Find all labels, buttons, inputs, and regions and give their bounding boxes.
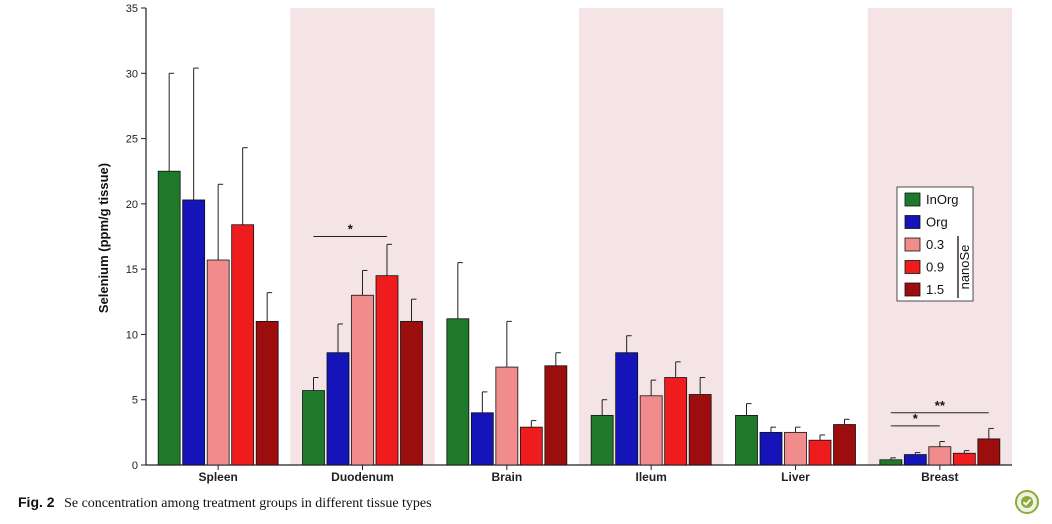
bar-duodenum-inorg <box>302 390 325 466</box>
category-bands <box>290 8 1012 465</box>
crossmark-icon[interactable] <box>1015 490 1039 514</box>
y-tick-label: 20 <box>126 199 138 211</box>
bar-ileum-inorg <box>590 414 614 466</box>
legend-swatch-0_3 <box>904 237 921 252</box>
y-tick-label: 10 <box>126 329 138 341</box>
bar-breast-0_3 <box>928 446 952 466</box>
x-tick-label-breast: Breast <box>921 470 958 484</box>
y-tick-label: 15 <box>126 264 138 276</box>
bar-ileum-0_9 <box>664 377 688 466</box>
bar-brain-org <box>470 412 494 466</box>
bar-spleen-inorg <box>157 170 181 466</box>
legend-label-1_5: 1.5 <box>926 282 944 297</box>
bar-brain-0_3 <box>495 366 519 466</box>
bar-duodenum-0_3 <box>351 294 374 466</box>
y-tick-label: 0 <box>132 460 138 472</box>
bar-spleen-0_3 <box>206 259 230 466</box>
legend-group-label: nanoSe <box>957 245 972 290</box>
legend-swatch-0_9 <box>904 260 921 274</box>
significance-label: * <box>913 411 919 426</box>
x-tick-label-duodenum: Duodenum <box>331 470 394 484</box>
bar-ileum-1_5 <box>688 394 712 466</box>
bar-breast-0_9 <box>952 452 976 466</box>
y-tick-label: 30 <box>126 68 138 80</box>
bar-spleen-1_5 <box>255 320 279 466</box>
significance-label: ** <box>935 398 946 413</box>
x-tick-label-ileum: Ileum <box>635 470 666 484</box>
y-axis-title: Selenium (ppm/g tissue) <box>96 163 111 313</box>
y-tick-label: 25 <box>126 134 138 146</box>
crossmark-glyph <box>1021 496 1033 508</box>
bar-ileum-org <box>615 352 639 466</box>
bar-liver-org <box>759 431 783 466</box>
bar-liver-0_3 <box>784 431 807 466</box>
legend-label-inorg: InOrg <box>926 192 959 207</box>
y-tick-label: 5 <box>132 395 138 407</box>
bar-ileum-0_3 <box>639 395 663 466</box>
bar-breast-org <box>903 454 927 466</box>
x-tick-label-liver: Liver <box>781 470 810 484</box>
axes: 0 5 10 15 20 25 30 35 Spleen Duodenum Brain Ileum Li… <box>126 3 1012 484</box>
bar-duodenum-0_9 <box>375 275 399 466</box>
bar-spleen-0_9 <box>231 224 255 466</box>
error-bars <box>168 67 994 460</box>
legend-label-org: Org <box>926 215 948 230</box>
bar-liver-inorg <box>735 414 758 466</box>
bar-duodenum-org <box>326 352 350 466</box>
legend: InOrg Org 0.3 0.9 1.5 nanoSe <box>896 186 974 302</box>
legend-label-0_3: 0.3 <box>926 237 944 252</box>
y-tick-label: 35 <box>126 3 138 15</box>
bar-brain-0_9 <box>519 426 543 466</box>
bar-brain-inorg <box>446 318 470 466</box>
bar-chart: 0 5 10 15 20 25 30 35 Spleen Duodenum Brain Ileum Li… <box>96 3 1012 484</box>
bar-breast-inorg <box>879 459 903 466</box>
bar-brain-1_5 <box>544 365 568 466</box>
legend-swatch-org <box>904 215 921 229</box>
significance-annotations: **** <box>313 222 989 427</box>
bar-spleen-org <box>182 199 206 466</box>
legend-swatch-1_5 <box>904 282 921 297</box>
x-tick-label-brain: Brain <box>491 470 522 484</box>
legend-label-0_9: 0.9 <box>926 260 944 275</box>
x-tick-label-spleen: Spleen <box>198 470 237 484</box>
significance-label: * <box>348 222 354 237</box>
legend-swatch-inorg <box>904 192 921 207</box>
figure-caption: Fig. 2 Se concentration among treatment … <box>18 494 432 512</box>
bar-liver-0_9 <box>808 439 832 466</box>
bar-duodenum-1_5 <box>400 320 423 466</box>
figure-label: Fig. 2 <box>18 494 55 510</box>
figure-caption-text: Se concentration among treatment groups … <box>64 496 432 511</box>
bar-breast-1_5 <box>977 438 1001 466</box>
bar-liver-1_5 <box>833 424 856 466</box>
